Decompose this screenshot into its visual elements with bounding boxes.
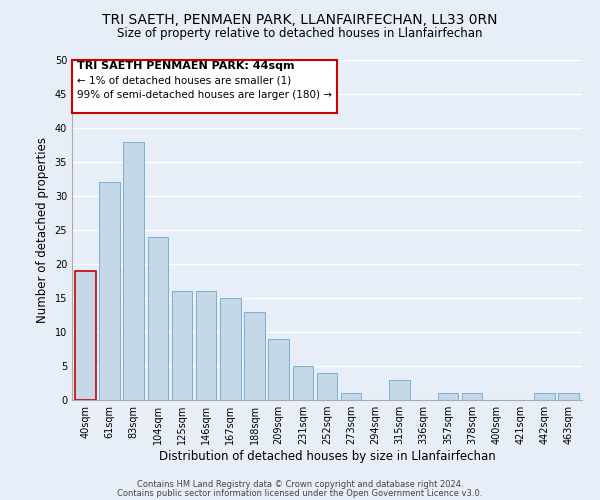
Bar [99,182,120,400]
Bar [196,291,217,400]
Bar [172,291,192,400]
X-axis label: Distribution of detached houses by size in Llanfairfechan: Distribution of detached houses by size … [158,450,496,463]
Bar [75,271,95,400]
Bar [462,393,482,400]
Text: ← 1% of detached houses are smaller (1): ← 1% of detached houses are smaller (1) [77,76,292,86]
Text: TRI SAETH PENMAEN PARK: 44sqm: TRI SAETH PENMAEN PARK: 44sqm [77,60,295,70]
Bar [559,393,579,400]
Bar [220,298,241,400]
Bar [534,393,555,400]
Text: Contains public sector information licensed under the Open Government Licence v3: Contains public sector information licen… [118,488,482,498]
Bar [389,380,410,400]
Text: TRI SAETH, PENMAEN PARK, LLANFAIRFECHAN, LL33 0RN: TRI SAETH, PENMAEN PARK, LLANFAIRFECHAN,… [102,12,498,26]
FancyBboxPatch shape [72,60,337,112]
Bar [148,237,168,400]
Bar [341,393,361,400]
Text: Contains HM Land Registry data © Crown copyright and database right 2024.: Contains HM Land Registry data © Crown c… [137,480,463,489]
Bar [268,339,289,400]
Bar [124,142,144,400]
Text: Size of property relative to detached houses in Llanfairfechan: Size of property relative to detached ho… [117,28,483,40]
Bar [317,373,337,400]
Text: 99% of semi-detached houses are larger (180) →: 99% of semi-detached houses are larger (… [77,90,332,100]
Bar [437,393,458,400]
Bar [244,312,265,400]
Bar [293,366,313,400]
Y-axis label: Number of detached properties: Number of detached properties [36,137,49,323]
